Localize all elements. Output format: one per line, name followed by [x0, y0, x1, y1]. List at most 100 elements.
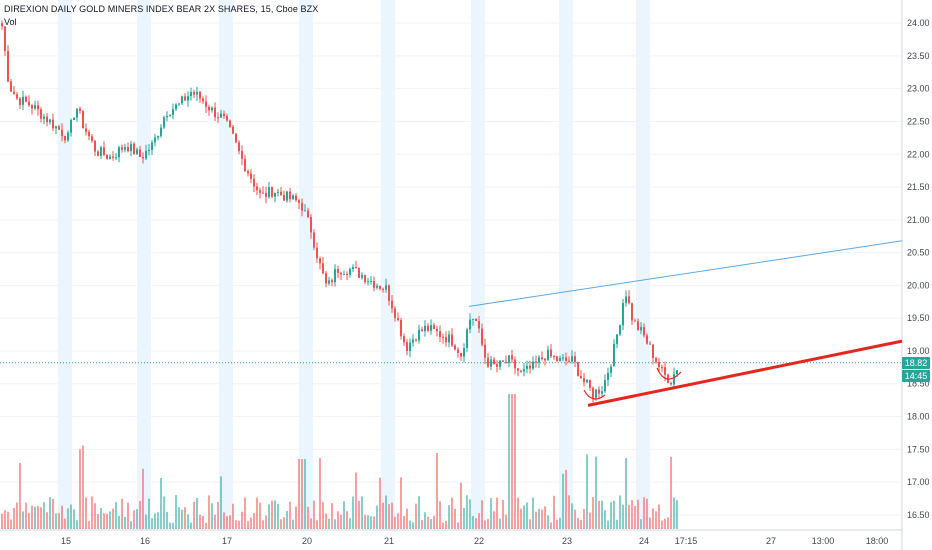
x-tick-label: 21: [384, 536, 394, 546]
volume-bar: [334, 519, 336, 529]
volume-bar: [673, 497, 675, 529]
candle-body: [187, 95, 189, 101]
volume-bar: [631, 500, 633, 529]
candle-body: [25, 96, 27, 102]
volume-bar: [628, 504, 630, 529]
candle-body: [448, 334, 450, 343]
volume-bar: [181, 509, 183, 529]
candle-body: [520, 370, 522, 372]
volume-bar: [544, 506, 546, 529]
volume-bar: [619, 495, 621, 529]
volume-bar: [70, 504, 72, 529]
candle-body: [430, 325, 432, 331]
candle-body: [574, 356, 576, 363]
candle-body: [337, 269, 339, 273]
candle-body: [610, 366, 612, 373]
y-tick-label: 19.50: [907, 313, 930, 323]
volume-bar: [139, 500, 141, 529]
volume-bar: [409, 520, 411, 529]
candle-body: [172, 109, 174, 115]
volume-bar: [55, 513, 57, 529]
volume-bar: [199, 514, 201, 529]
candle-body: [649, 343, 651, 345]
volume-bar: [670, 456, 672, 529]
candle-body: [436, 328, 438, 332]
candle-body: [124, 147, 126, 150]
candle-body: [598, 389, 600, 394]
volume-bar: [406, 508, 408, 529]
volume-bar: [262, 520, 264, 529]
candle-body: [121, 147, 123, 150]
volume-bar: [565, 469, 567, 529]
candle-body: [523, 368, 525, 372]
candle-body: [79, 108, 81, 111]
volume-bar: [625, 458, 627, 529]
candle-body: [22, 96, 24, 105]
candle-body: [319, 258, 321, 264]
candle-body: [64, 136, 66, 141]
volume-bar: [424, 512, 426, 529]
candle-body: [382, 288, 384, 290]
candle-body: [166, 115, 168, 118]
candle-body: [244, 158, 246, 172]
candle-body: [334, 269, 336, 283]
volume-bar: [604, 510, 606, 529]
volume-bar: [28, 513, 30, 529]
candle-body: [511, 355, 513, 360]
volume-bar: [547, 515, 549, 529]
candle-body: [199, 91, 201, 99]
y-tick-label: 22.50: [907, 116, 930, 126]
volume-bar: [541, 509, 543, 529]
volume-bar: [460, 482, 462, 529]
volume-bar: [358, 500, 360, 529]
candle-body: [310, 217, 312, 233]
volume-bar: [43, 502, 45, 529]
volume-bar: [430, 519, 432, 529]
volume-bar: [7, 511, 9, 529]
volume-bar: [601, 500, 603, 529]
volume-bar: [388, 504, 390, 529]
volume-bar: [85, 497, 87, 529]
candle-body: [46, 116, 48, 123]
candle-body: [328, 280, 330, 284]
volume-bar: [355, 472, 357, 529]
volume-bar: [610, 502, 612, 529]
volume-bar: [118, 515, 120, 529]
volume-bar: [367, 515, 369, 529]
y-tick-label: 23.00: [907, 84, 930, 94]
candle-body: [475, 318, 477, 321]
candle-body: [661, 367, 663, 369]
candle-body: [508, 355, 510, 363]
candle-body: [136, 149, 138, 155]
volume-bar: [466, 495, 468, 529]
volume-bar: [292, 519, 294, 529]
candle-body: [331, 280, 333, 283]
volume-label: Vol: [4, 17, 17, 27]
candle-body: [97, 151, 99, 156]
volume-bar: [502, 500, 504, 529]
resistance-trendline: [468, 240, 903, 307]
volume-bar: [190, 522, 192, 529]
candle-body: [454, 345, 456, 350]
volume-bar: [658, 504, 660, 529]
candle-body: [355, 266, 357, 269]
volume-bar: [556, 519, 558, 529]
volume-bar: [376, 505, 378, 529]
candle-body: [559, 357, 561, 362]
volume-bar: [394, 516, 396, 529]
volume-bar: [643, 497, 645, 529]
candle-body: [409, 342, 411, 351]
volume-bar: [94, 503, 96, 529]
candle-body: [100, 147, 102, 156]
volume-bar: [61, 505, 63, 529]
volume-bar: [247, 521, 249, 529]
volume-bar: [418, 496, 420, 529]
candle-body: [274, 192, 276, 197]
volume-bar: [592, 497, 594, 529]
volume-bar: [25, 502, 27, 529]
volume-bar: [133, 510, 135, 529]
candle-body: [547, 349, 549, 361]
volume-bar: [22, 511, 24, 529]
volume-bar: [400, 477, 402, 529]
